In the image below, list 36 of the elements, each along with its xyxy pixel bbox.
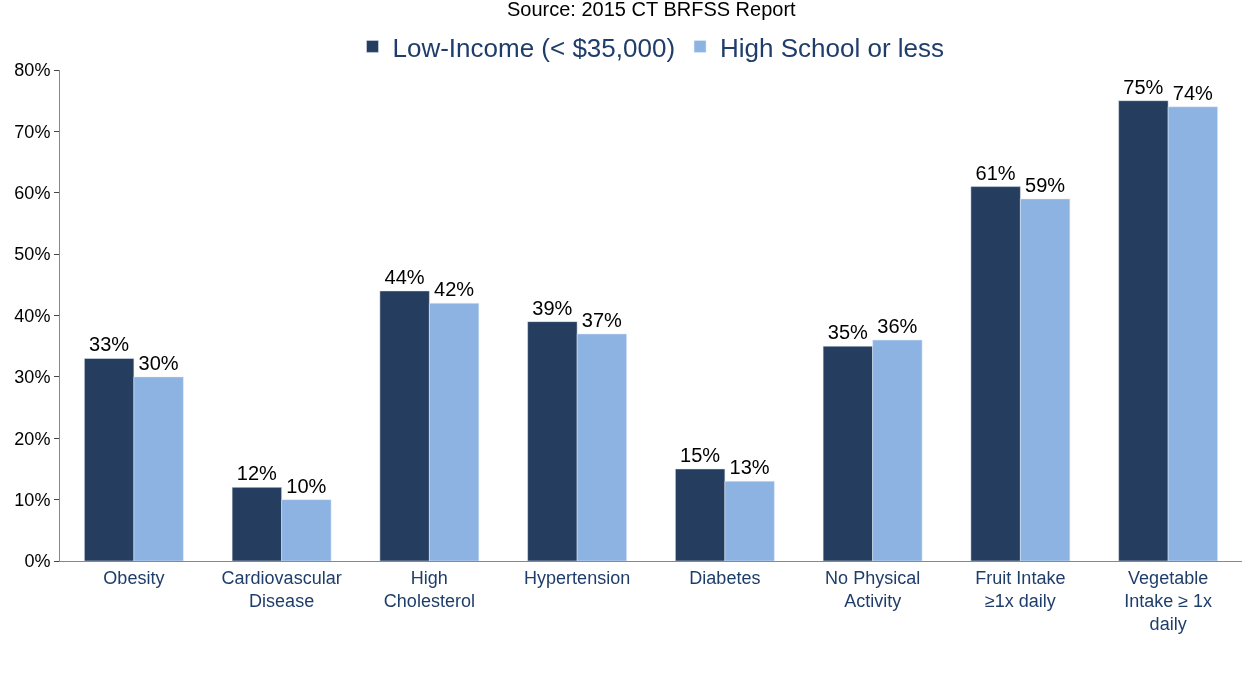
data-label: 36% — [877, 315, 918, 338]
data-label: 37% — [581, 308, 622, 331]
y-tick-label: 40% — [14, 305, 51, 326]
data-label: 39% — [532, 296, 573, 319]
x-tick-label: Diabetes — [689, 567, 761, 588]
y-tick-label: 20% — [14, 428, 51, 449]
data-label: 61% — [975, 161, 1016, 184]
x-tick-label: Hypertension — [524, 567, 631, 588]
data-label: 35% — [827, 321, 868, 344]
data-label: 42% — [434, 278, 475, 301]
y-tick-label: 30% — [14, 367, 51, 388]
legend-label: Low-Income (< $35,000) — [392, 32, 676, 63]
y-tick-label: 10% — [14, 489, 51, 510]
data-label: 15% — [680, 443, 721, 466]
data-label: 12% — [236, 462, 277, 485]
data-label: 30% — [138, 351, 179, 374]
y-tick-label: 60% — [14, 183, 51, 204]
x-tick-label: Vegetable Intake ≥ 1x daily — [1124, 567, 1213, 635]
data-label: 59% — [1025, 173, 1066, 196]
y-tick-label: 70% — [14, 121, 51, 142]
data-label: 75% — [1123, 75, 1164, 98]
data-label: 33% — [89, 333, 130, 356]
x-tick-label: Fruit Intake ≥1x daily — [975, 567, 1066, 611]
y-tick-label: 50% — [14, 244, 51, 265]
y-tick-label: 80% — [14, 60, 51, 81]
data-label: 74% — [1172, 81, 1213, 104]
data-label: 10% — [286, 474, 327, 497]
x-tick-label: High Cholesterol — [383, 567, 475, 611]
data-label: 44% — [384, 265, 425, 288]
y-tick-label: 0% — [24, 551, 51, 572]
legend-label: High School or less — [720, 32, 945, 63]
source-note: Source: 2015 CT BRFSS Report — [507, 0, 797, 20]
data-label: 13% — [729, 456, 770, 479]
x-tick-label: Cardiovascular Disease — [221, 567, 342, 611]
x-tick-label: Obesity — [103, 567, 165, 588]
x-tick-label: No Physical Activity — [825, 567, 921, 611]
